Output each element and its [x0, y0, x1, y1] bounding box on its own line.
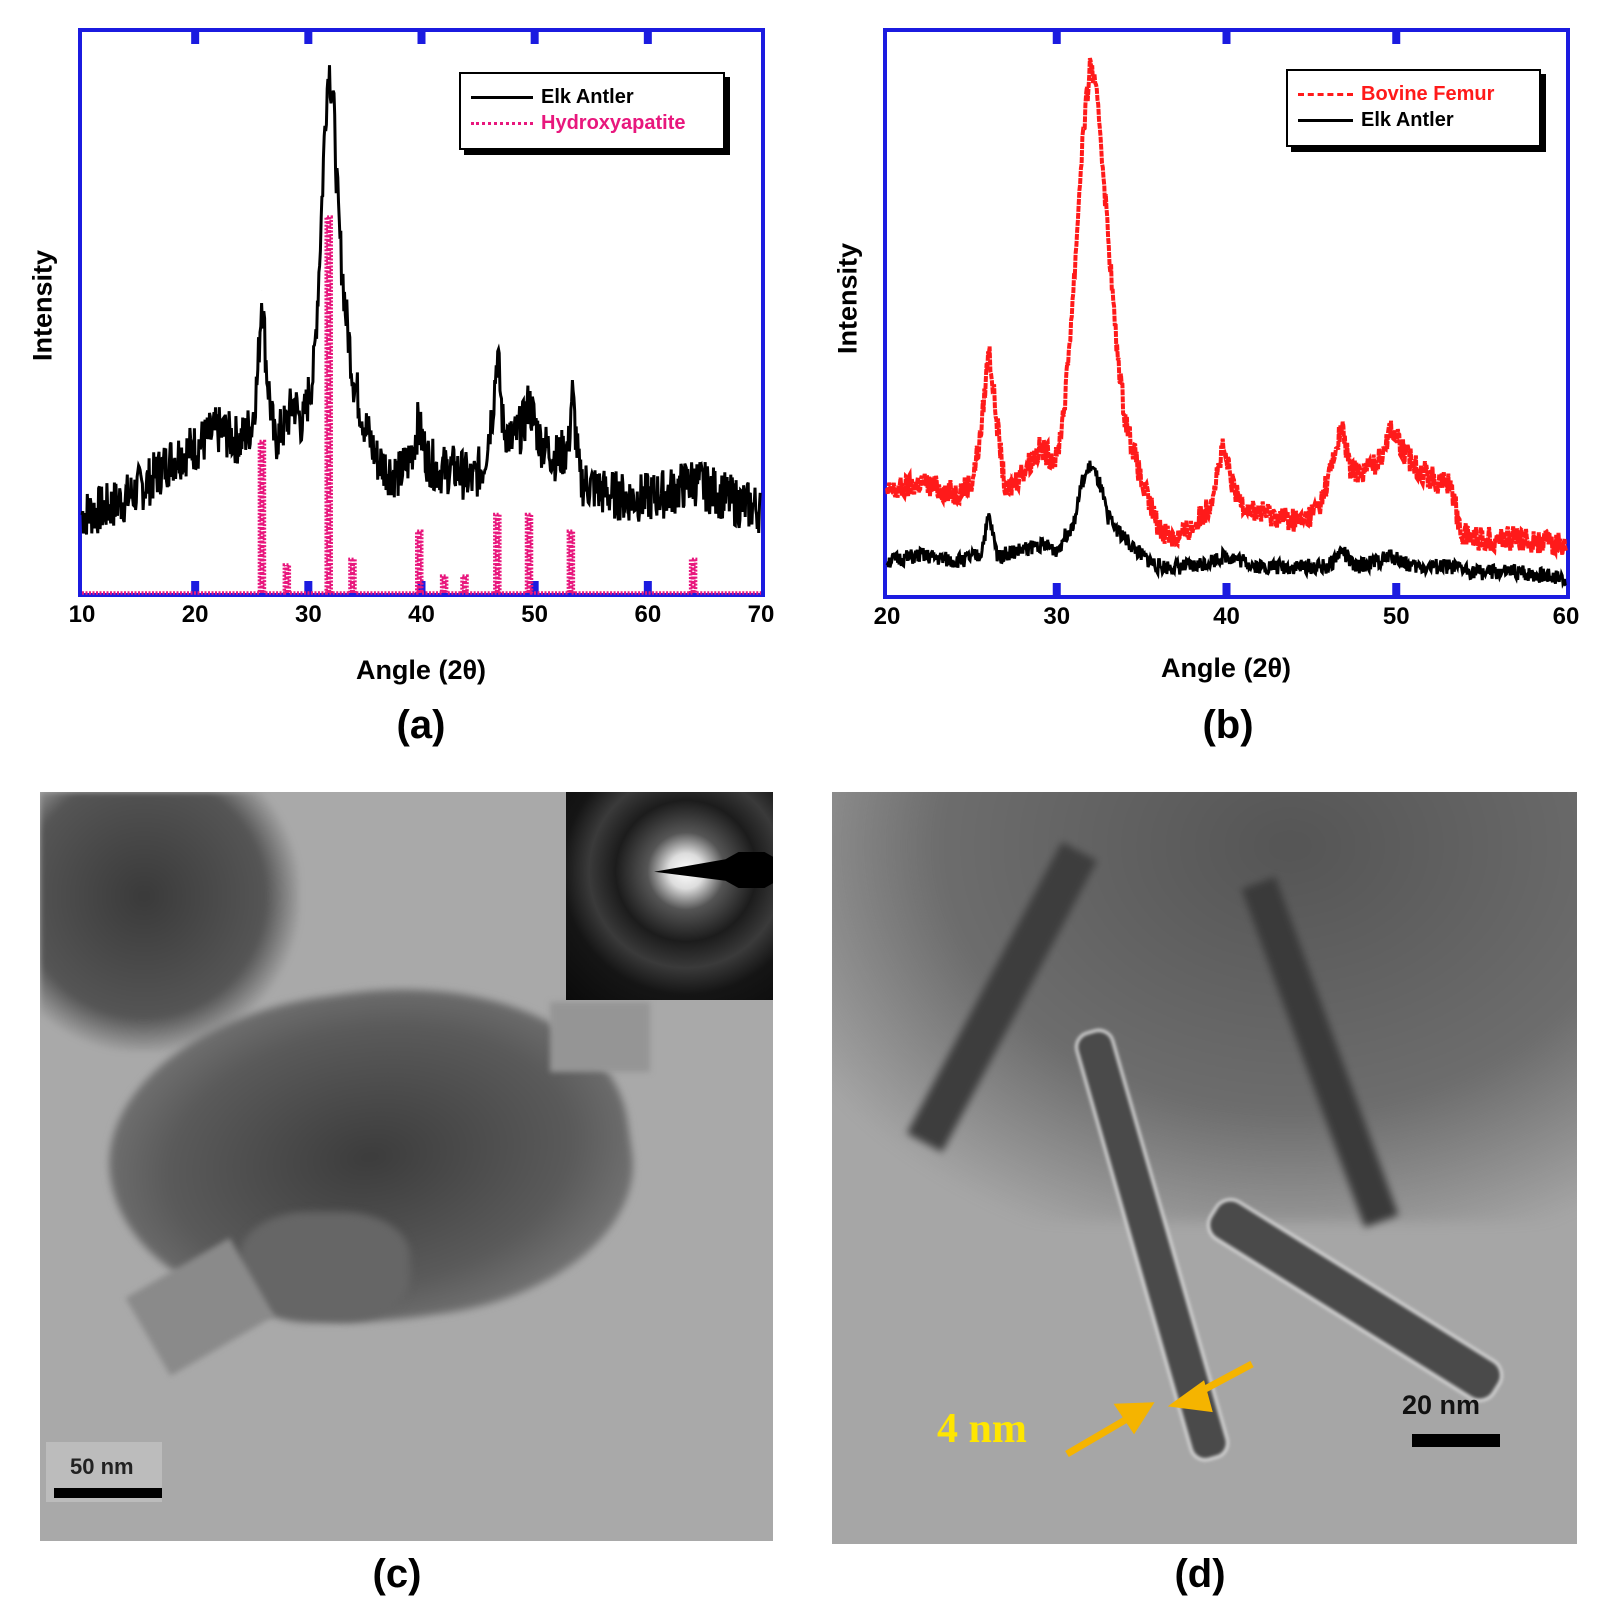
x-tick-label: 30 [294, 601, 322, 628]
panel-label-a: (a) [396, 703, 446, 747]
legend-item-hydroxyapatite: Hydroxyapatite [461, 110, 723, 136]
plot-svg [885, 32, 1568, 595]
particle [550, 1002, 650, 1072]
series-line [82, 215, 761, 595]
legend-item-elk-antler: Elk Antler [461, 84, 723, 110]
plot-svg [80, 32, 762, 595]
y-axis-label: Intensity [832, 242, 863, 355]
scale-bar-label: 20 nm [1402, 1390, 1481, 1420]
width-annotation: 4 nm [937, 1406, 1027, 1452]
x-tick-label: 20 [873, 603, 901, 630]
x-tick-mark-top [1052, 32, 1061, 44]
series-line [885, 460, 1568, 589]
x-tick-mark-bottom [304, 581, 313, 593]
tem-image-d: 4 nm 20 nm [832, 792, 1577, 1544]
series-elk-antler [885, 460, 1568, 589]
x-tick-label: 20 [181, 601, 209, 628]
x-tick-label: 60 [1552, 603, 1580, 630]
panel-label-d: (d) [1174, 1552, 1226, 1596]
x-tick-mark-bottom [1052, 583, 1061, 595]
x-tick-mark-bottom [643, 581, 652, 593]
scale-bar-label: 50 nm [70, 1454, 134, 1479]
x-axis-label: Angle (2θ) [355, 655, 487, 685]
series-elk-antler [80, 65, 762, 535]
x-tick-label: 50 [1382, 603, 1410, 630]
x-tick-label: 40 [1213, 603, 1240, 630]
arrow-left-icon [1065, 1412, 1134, 1458]
scale-bar [54, 1488, 162, 1498]
legend: Elk Antler Hydroxyapatite [459, 72, 725, 150]
legend-item-elk-antler: Elk Antler [1288, 107, 1539, 133]
panel-label-c: (c) [372, 1552, 422, 1596]
arrowhead [1167, 1380, 1213, 1413]
x-tick-mark-top [1392, 32, 1401, 44]
diffraction-pattern-inset [566, 792, 773, 1000]
series-hydroxyapatite [82, 215, 761, 595]
legend: Bovine Femur Elk Antler [1286, 69, 1541, 147]
x-tick-mark-bottom [1222, 583, 1231, 595]
x-tick-mark-bottom [191, 581, 200, 593]
series-bovine-femur [885, 57, 1568, 561]
legend-label: Bovine Femur [1361, 82, 1495, 105]
legend-item-bovine-femur: Bovine Femur [1288, 81, 1539, 107]
x-tick-mark-top [417, 32, 426, 44]
x-tick-mark-top [643, 32, 652, 44]
legend-label: Elk Antler [541, 85, 634, 108]
scale-bar [1412, 1434, 1500, 1447]
beam-stopper [654, 852, 773, 888]
x-tick-mark-top [304, 32, 313, 44]
scale-bar-box: 50 nm [46, 1442, 162, 1502]
legend-label: Hydroxyapatite [541, 111, 686, 134]
legend-swatch-solid [1298, 118, 1353, 122]
particle [240, 1212, 410, 1322]
y-axis-label: Intensity [27, 249, 58, 362]
x-tick-label: 30 [1043, 603, 1071, 630]
x-tick-mark-bottom [530, 581, 539, 593]
plot-area [883, 28, 1570, 599]
x-tick-mark-top [530, 32, 539, 44]
legend-swatch-solid [471, 95, 533, 99]
series-line [885, 57, 1568, 561]
x-tick-label: 50 [521, 601, 549, 628]
legend-label: Elk Antler [1361, 108, 1454, 131]
x-tick-label: 70 [747, 601, 775, 628]
tem-image-c: 50 nm [40, 792, 773, 1541]
x-tick-mark-bottom [1392, 583, 1401, 595]
x-axis-label: Angle (2θ) [1160, 653, 1292, 683]
x-tick-label: 10 [68, 601, 96, 628]
legend-swatch-dashed [1298, 92, 1353, 96]
x-tick-mark-top [191, 32, 200, 44]
legend-swatch-dotted [471, 121, 533, 125]
arrowhead [1113, 1402, 1155, 1435]
x-tick-mark-top [1222, 32, 1231, 44]
panel-label-b: (b) [1202, 703, 1254, 747]
arrows-overlay [1065, 1360, 1254, 1458]
x-tick-label: 40 [408, 601, 435, 628]
x-tick-label: 60 [634, 601, 662, 628]
crystal-mass [832, 792, 1577, 1222]
particle-cluster [40, 792, 300, 1052]
series-line [80, 65, 762, 535]
